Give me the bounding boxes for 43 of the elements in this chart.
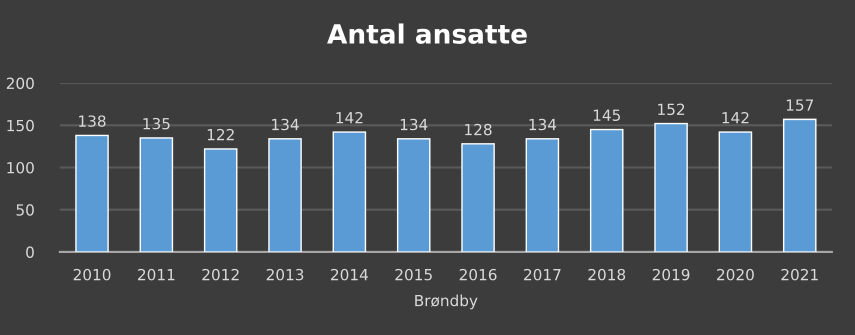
- x-tick-label: 2017: [524, 268, 561, 280]
- x-tick-label: 2019: [652, 268, 690, 280]
- bar: [204, 148, 238, 252]
- data-label: 134: [272, 118, 299, 130]
- x-tick-label: 2013: [266, 268, 304, 280]
- y-tick-label: 50: [16, 204, 34, 216]
- bar: [782, 118, 817, 252]
- data-label: 152: [658, 104, 684, 116]
- y-tick-label: 150: [7, 120, 34, 132]
- x-tick-label: 2015: [395, 268, 432, 280]
- bar: [526, 138, 560, 252]
- y-tick-label: 0: [26, 246, 34, 258]
- x-tick-label: 2012: [202, 268, 239, 280]
- data-label: 142: [722, 112, 748, 124]
- x-tick-label: 2021: [781, 268, 818, 280]
- bar: [140, 137, 174, 252]
- x-tick-label: 2011: [138, 268, 174, 280]
- data-label: 142: [336, 112, 362, 124]
- y-tick-label: 200: [6, 78, 34, 90]
- bar: [654, 122, 688, 252]
- x-axis-title: Brøndby: [415, 294, 478, 310]
- bar: [332, 131, 366, 252]
- data-label: 134: [400, 118, 428, 130]
- bar: [461, 143, 495, 252]
- x-tick-label: 2018: [588, 268, 626, 280]
- data-label: 157: [786, 100, 814, 111]
- chart-title: Antal ansatte: [327, 23, 527, 44]
- bar: [396, 138, 430, 252]
- x-tick-label: 2016: [460, 268, 497, 280]
- data-label: 135: [143, 118, 170, 130]
- bar: [75, 134, 109, 252]
- x-tick-label: 2010: [74, 268, 110, 280]
- x-tick-label: 2020: [717, 268, 754, 280]
- y-tick-label: 100: [7, 162, 34, 174]
- bar: [590, 128, 624, 252]
- data-label: 122: [208, 128, 234, 140]
- bar: [718, 131, 752, 252]
- data-label: 134: [529, 118, 556, 130]
- x-tick-label: 2014: [331, 268, 368, 280]
- data-label: 128: [465, 124, 492, 136]
- bar: [268, 138, 302, 252]
- data-label: 145: [594, 110, 620, 121]
- data-label: 138: [79, 115, 106, 127]
